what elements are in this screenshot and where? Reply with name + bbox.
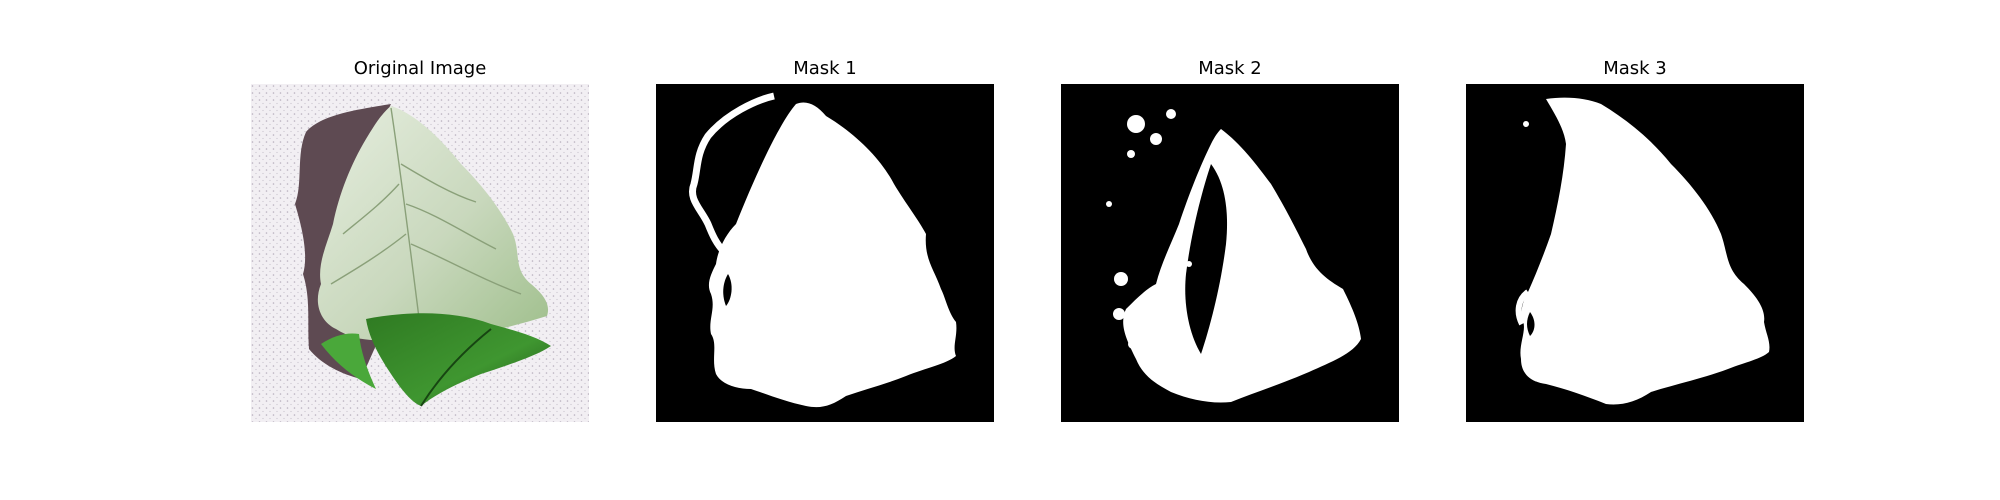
mask-3-image (1466, 84, 1804, 422)
panel-original-image: Original Image (251, 0, 589, 500)
panel-title: Original Image (353, 58, 487, 79)
mask-region (1520, 97, 1770, 405)
mask-speckle (1523, 121, 1529, 127)
mask-left-curl (1515, 289, 1530, 326)
leaf-photo-svg (251, 84, 589, 422)
mask-speckles (1106, 109, 1192, 349)
mask-region (708, 102, 957, 408)
original-leaf-photo (251, 84, 589, 422)
mask-region (1123, 129, 1361, 403)
mask-notch (723, 274, 732, 306)
panel-mask-2: Mask 2 (1061, 0, 1399, 500)
mask-1-svg (656, 84, 994, 422)
leaf-veins (330, 107, 522, 335)
mask-2-image (1061, 84, 1399, 422)
mask-2-svg (1061, 84, 1399, 422)
panel-mask-3: Mask 3 (1466, 0, 1804, 500)
mask-gap (1185, 164, 1228, 354)
panel-title: Mask 2 (1198, 58, 1262, 79)
panel-title: Mask 1 (793, 58, 857, 79)
leaf-edge-green (321, 333, 376, 389)
mask-1-image (656, 84, 994, 422)
lower-leaf-midrib (420, 328, 492, 407)
mask-notch (1527, 312, 1535, 336)
mask-3-svg (1466, 84, 1804, 422)
panel-mask-1: Mask 1 (656, 0, 994, 500)
mask-stem-curve (689, 92, 775, 257)
panel-title: Mask 3 (1603, 58, 1667, 79)
